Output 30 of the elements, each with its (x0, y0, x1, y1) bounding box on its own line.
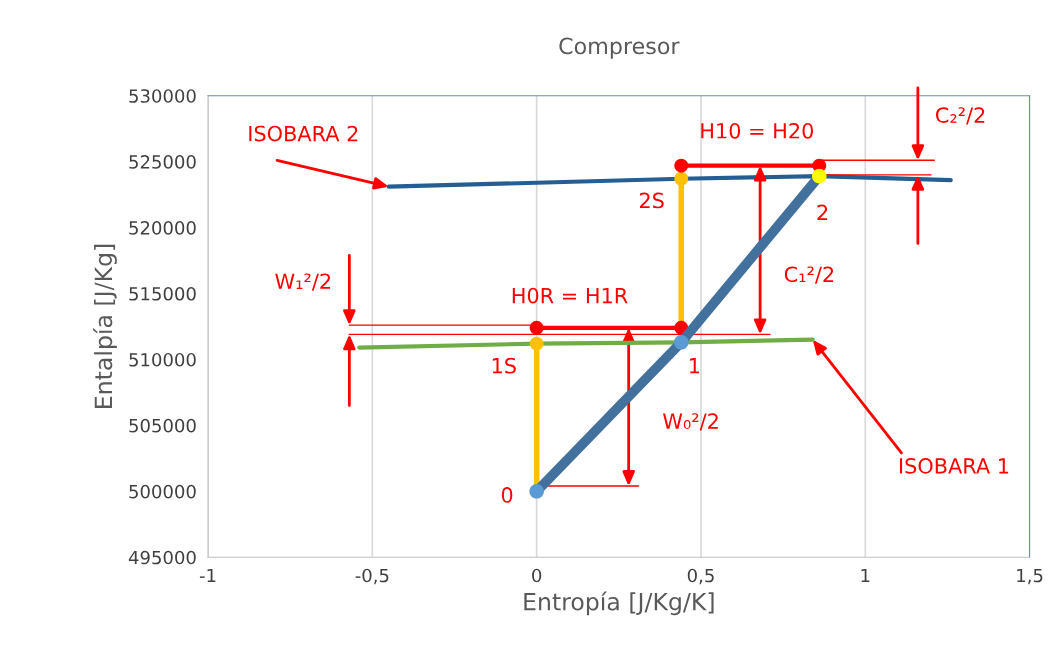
x-tick-label: -0,5 (355, 568, 389, 585)
y-tick-label: 515000 (129, 286, 196, 301)
annotation: W₀²/2 (663, 413, 718, 431)
annotation: H0R = H1R (512, 287, 628, 304)
y-tick-label: 510000 (129, 352, 196, 367)
y-tick-label: 500000 (129, 484, 196, 499)
annotation: 1S (492, 357, 516, 374)
chart-title: Compresor (559, 37, 680, 59)
x-tick-label: 0,5 (687, 568, 714, 585)
annotation: W₁²/2 (275, 273, 331, 291)
y-tick-label: 495000 (128, 550, 196, 565)
annotation: 0 (501, 487, 513, 503)
annotation: ISOBARA 2 (249, 125, 358, 142)
y-tick-label: 525000 (129, 155, 196, 169)
annotation: H10 = H20 (701, 122, 813, 139)
y-tick-label: 520000 (129, 221, 196, 235)
annotation: C₁²/2 (784, 266, 834, 284)
y-tick-label: 530000 (129, 89, 196, 103)
annotation: ISOBARA 1 (900, 458, 1009, 474)
annotation: 2 (817, 204, 828, 221)
x-axis-title: Entropía [J/Kg/K] (524, 591, 714, 616)
annotation: C₂²/2 (935, 107, 985, 125)
x-tick-label: 1,5 (1017, 568, 1043, 585)
annotation: 2S (639, 192, 664, 209)
x-tick-label: 1 (861, 568, 870, 583)
y-axis-title: Entalpía [J/Kg] (93, 244, 117, 408)
annotation: 1 (690, 358, 700, 374)
x-tick-label: -1 (199, 568, 216, 583)
y-tick-label: 505000 (129, 418, 196, 433)
x-tick-label: 0 (532, 568, 542, 583)
